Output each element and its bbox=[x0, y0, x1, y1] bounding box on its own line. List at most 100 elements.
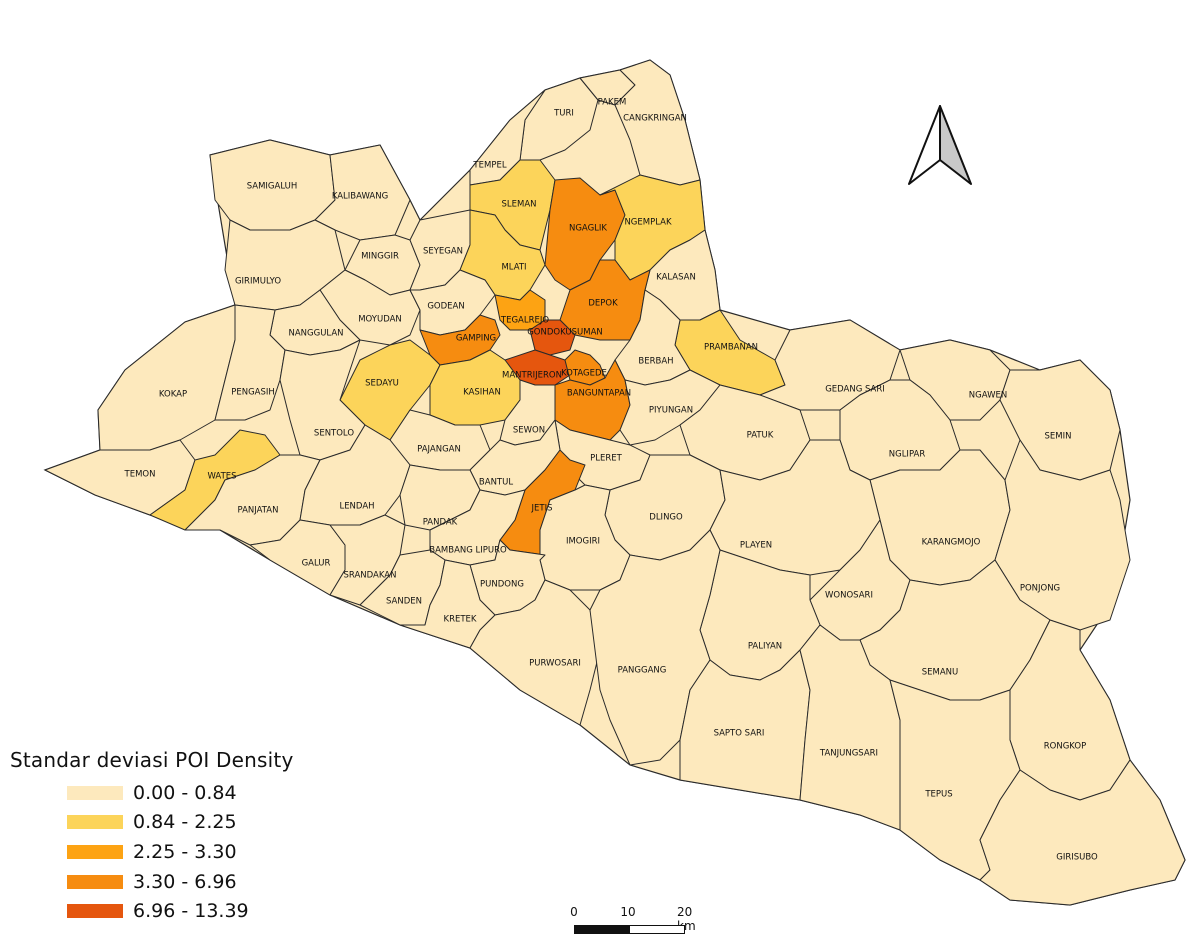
district-label: SRANDAKAN bbox=[344, 571, 397, 581]
legend-swatch bbox=[67, 785, 123, 800]
district-label: PAJANGAN bbox=[417, 445, 461, 455]
district-label: PLAYEN bbox=[740, 541, 772, 551]
legend-label: 3.30 - 6.96 bbox=[133, 870, 237, 893]
district-tanjungsari bbox=[799, 624, 901, 831]
district-label: NGEMPLAK bbox=[624, 218, 672, 228]
scale-label-0: 0 bbox=[570, 905, 578, 919]
district-label: WATES bbox=[207, 472, 236, 482]
district-label: MANTRIJERON bbox=[502, 371, 562, 381]
district-label: TEMPEL bbox=[472, 161, 506, 171]
district-label: SANDEN bbox=[386, 597, 422, 607]
legend-item: 2.25 - 3.30 bbox=[67, 837, 370, 867]
district-label: KOKAP bbox=[159, 390, 187, 400]
district-label: TEMON bbox=[124, 470, 156, 480]
district-label: TANJUNGSARI bbox=[819, 749, 878, 759]
district-label: SEWON bbox=[513, 426, 545, 436]
district-purwosari bbox=[469, 579, 601, 726]
map-legend: Standar deviasi POI Density 0.00 - 0.84 0… bbox=[10, 748, 370, 948]
district-sentolo bbox=[279, 339, 366, 461]
district-label: GIRISUBO bbox=[1056, 853, 1098, 863]
district-label: PLERET bbox=[590, 454, 623, 464]
scale-segment-black bbox=[574, 925, 630, 934]
district-label: TURI bbox=[553, 109, 574, 119]
district-label: PUNDONG bbox=[480, 580, 524, 590]
district-label: GIRIMULYO bbox=[235, 277, 281, 287]
legend-item: 0.84 - 2.25 bbox=[67, 808, 370, 838]
legend-label: 2.25 - 3.30 bbox=[133, 840, 237, 863]
legend-swatch bbox=[67, 874, 123, 889]
district-label: NANGGULAN bbox=[288, 329, 343, 339]
district-label: KRETEK bbox=[444, 615, 477, 625]
scale-bar: 0 10 20 km bbox=[560, 905, 710, 945]
district-label: LENDAH bbox=[339, 502, 374, 512]
district-label: SLEMAN bbox=[501, 200, 536, 210]
legend-swatch bbox=[67, 904, 123, 919]
district-label: PATUK bbox=[747, 431, 774, 441]
district-label: PURWOSARI bbox=[529, 659, 581, 669]
district-label: IMOGIRI bbox=[566, 537, 600, 547]
district-label: SEMIN bbox=[1045, 432, 1072, 442]
district-label: SAMIGALUH bbox=[247, 182, 298, 192]
district-pengasih bbox=[214, 304, 286, 421]
district-label: SEYEGAN bbox=[423, 247, 463, 257]
legend-swatch bbox=[67, 815, 123, 830]
district-label: RONGKOP bbox=[1044, 742, 1086, 752]
district-label: SAPTO SARI bbox=[714, 729, 765, 739]
legend-item: 3.30 - 6.96 bbox=[67, 867, 370, 897]
district-label: SENTOLO bbox=[314, 429, 354, 439]
north-arrow-icon bbox=[905, 104, 975, 190]
district-label: KALIBAWANG bbox=[332, 192, 388, 202]
district-label: GAMPING bbox=[456, 334, 496, 344]
legend-label: 6.96 - 13.39 bbox=[133, 900, 249, 923]
district-label: GALUR bbox=[302, 559, 331, 569]
legend-item: 0.00 - 0.84 bbox=[67, 778, 370, 808]
district-label: PIYUNGAN bbox=[649, 406, 693, 416]
legend-items: 0.00 - 0.84 0.84 - 2.25 2.25 - 3.30 3.30 - … bbox=[10, 778, 370, 926]
district-label: GODEAN bbox=[427, 302, 464, 312]
district-label: KASIHAN bbox=[463, 388, 501, 398]
district-label: BANGUNTAPAN bbox=[567, 389, 631, 399]
district-label: NGLIPAR bbox=[889, 450, 926, 460]
district-girisubo bbox=[979, 759, 1186, 906]
district-label: PRAMBANAN bbox=[704, 343, 758, 353]
scale-label-10: 10 bbox=[620, 905, 636, 919]
district-label: PANGGANG bbox=[618, 666, 667, 676]
district-label: NGAWEN bbox=[969, 391, 1007, 401]
district-label: KOTAGEDE bbox=[561, 369, 607, 379]
district-label: MINGGIR bbox=[361, 252, 399, 262]
district-label: MLATI bbox=[501, 263, 526, 273]
district-label: CANGKRINGAN bbox=[623, 114, 687, 124]
district-label: KARANGMOJO bbox=[922, 538, 981, 548]
district-label: BAMBANG LIPURO bbox=[429, 546, 507, 556]
district-label: PAKEM bbox=[598, 98, 627, 108]
district-label: SEDAYU bbox=[365, 379, 399, 389]
district-label: BANTUL bbox=[479, 478, 513, 488]
district-label: DLINGO bbox=[649, 513, 683, 523]
district-label: GONDOKUSUMAN bbox=[527, 328, 603, 338]
district-label: KALASAN bbox=[656, 273, 696, 283]
district-panggang bbox=[589, 529, 721, 766]
legend-title: Standar deviasi POI Density bbox=[10, 748, 294, 772]
district-label: PANJATAN bbox=[238, 506, 279, 516]
district-label: NGAGLIK bbox=[569, 224, 607, 234]
district-label: BERBAH bbox=[638, 357, 673, 367]
legend-label: 0.00 - 0.84 bbox=[133, 781, 237, 804]
district-godean bbox=[409, 269, 496, 336]
legend-label: 0.84 - 2.25 bbox=[133, 811, 237, 834]
district-label: PENGASIH bbox=[231, 388, 275, 398]
district-label: DEPOK bbox=[588, 299, 618, 309]
district-label: PALIYAN bbox=[748, 642, 782, 652]
district-label: MOYUDAN bbox=[358, 315, 402, 325]
legend-item: 6.96 - 13.39 bbox=[67, 896, 370, 926]
district-label: JETIS bbox=[531, 504, 553, 514]
district-label: TEGALREJO bbox=[500, 316, 549, 326]
legend-swatch bbox=[67, 844, 123, 859]
district-label: WONOSARI bbox=[825, 591, 873, 601]
district-label: SEMANU bbox=[922, 668, 959, 678]
district-label: GEDANG SARI bbox=[825, 385, 885, 395]
district-label: PANDAK bbox=[423, 518, 458, 528]
district-label: PONJONG bbox=[1020, 584, 1060, 594]
scale-segment-white bbox=[629, 925, 685, 934]
district-label: TEPUS bbox=[924, 790, 952, 800]
